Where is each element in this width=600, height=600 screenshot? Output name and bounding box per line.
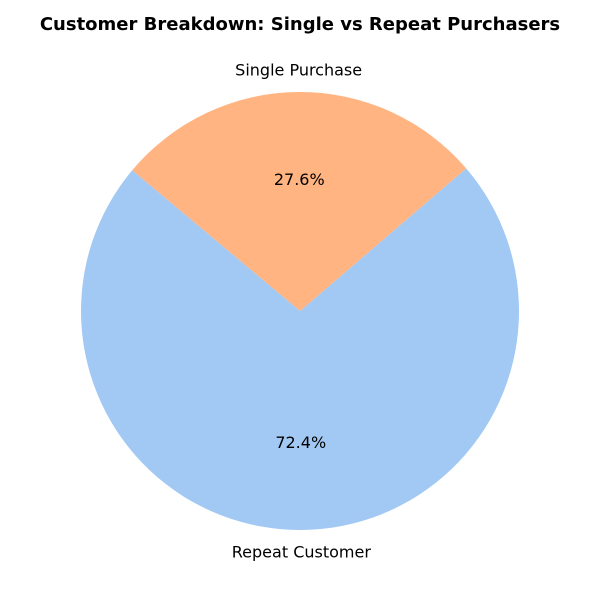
pie-category-label: Repeat Customer <box>232 542 372 561</box>
pie-slice-single-purchase <box>132 91 467 311</box>
chart-title: Customer Breakdown: Single vs Repeat Pur… <box>40 14 560 35</box>
pie-category-label: Single Purchase <box>235 61 362 80</box>
pie-slice-repeat-customer <box>80 168 519 530</box>
pie-percent-label: 27.6% <box>274 170 325 189</box>
pie-slices <box>80 91 519 530</box>
pie-percent-label: 72.4% <box>275 433 326 452</box>
pie-labels: 72.4% Repeat Customer 27.6% Single Purchase <box>232 61 372 562</box>
